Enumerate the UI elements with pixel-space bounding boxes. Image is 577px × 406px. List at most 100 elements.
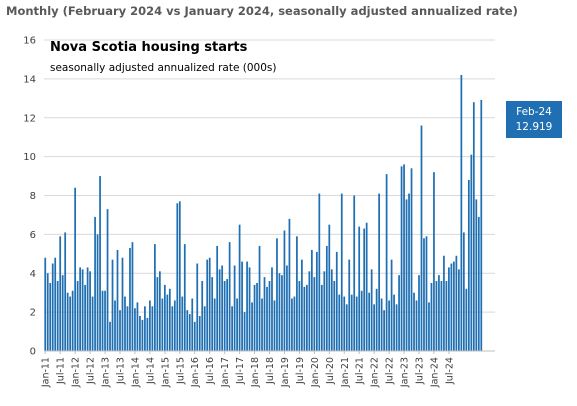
bar <box>89 271 91 351</box>
bar <box>91 296 94 351</box>
chart-title: Nova Scotia housing starts <box>50 40 248 55</box>
bar <box>193 321 196 351</box>
bar <box>315 251 318 351</box>
y-tick-label: 10 <box>23 152 36 163</box>
bar <box>438 275 440 351</box>
bar <box>465 288 468 351</box>
gridlines <box>44 39 495 313</box>
bar <box>353 195 356 351</box>
bar <box>368 292 371 351</box>
bar <box>54 257 57 351</box>
bar <box>453 261 455 351</box>
bar <box>74 187 77 351</box>
bar <box>71 290 74 351</box>
bar <box>81 269 84 351</box>
bar <box>134 308 136 351</box>
x-tick-label: Jul-23 <box>415 357 426 385</box>
bar <box>211 277 214 351</box>
bar <box>443 255 445 351</box>
bar <box>458 269 460 351</box>
bar <box>318 193 321 351</box>
bar <box>480 99 483 351</box>
bar <box>186 310 189 351</box>
bar <box>154 244 156 351</box>
bar <box>158 271 161 351</box>
bar <box>116 249 119 351</box>
bar <box>425 236 428 351</box>
bar <box>139 316 141 351</box>
y-tick-label: 14 <box>23 74 36 85</box>
bar <box>121 257 124 351</box>
callout-box <box>506 101 562 138</box>
x-tick-label: Jan-17 <box>220 357 231 388</box>
bar <box>119 310 121 351</box>
bar <box>460 74 463 352</box>
bar <box>196 263 199 351</box>
bar <box>59 236 62 351</box>
bar <box>251 302 253 351</box>
bar <box>276 238 278 351</box>
bar <box>306 284 308 351</box>
bar <box>448 267 450 351</box>
y-axis-ticks: 0 2 4 6 8 10 12 14 16 <box>23 36 36 358</box>
x-tick-label: Jan-13 <box>101 357 112 388</box>
bar <box>283 230 286 351</box>
bar <box>236 298 238 351</box>
bar <box>49 282 52 351</box>
bar <box>390 259 393 351</box>
bar <box>477 216 480 351</box>
bar <box>248 267 251 351</box>
bar <box>266 286 268 351</box>
bar <box>261 298 263 351</box>
bar <box>141 319 144 351</box>
bar <box>203 306 206 351</box>
bar <box>400 166 403 351</box>
bar <box>380 298 383 351</box>
bar <box>256 282 258 351</box>
bar <box>156 277 159 351</box>
bar <box>320 284 323 351</box>
chart-frame: 0 2 4 6 8 10 12 14 16 Jan-11 Jul-11 Jan-12 Jul-12 Ja… <box>0 26 577 402</box>
bar <box>66 292 69 351</box>
bar <box>168 288 171 351</box>
bar <box>263 277 266 351</box>
bar <box>345 304 348 351</box>
bar <box>338 294 341 351</box>
bar <box>109 321 111 351</box>
bar <box>398 275 400 351</box>
x-tick-label: Jul-16 <box>205 357 216 385</box>
bar <box>176 203 179 351</box>
bar <box>126 306 129 351</box>
callout-label: Feb-24 <box>516 106 552 118</box>
chart-background <box>0 26 577 402</box>
bar <box>76 281 79 351</box>
y-tick-label: 12 <box>23 113 36 124</box>
bar <box>161 298 164 351</box>
bar <box>246 261 248 351</box>
bar <box>238 224 241 351</box>
bar <box>171 306 174 351</box>
y-tick-label: 0 <box>30 347 36 358</box>
bar <box>124 296 126 351</box>
bar <box>375 288 378 351</box>
bars <box>44 74 483 352</box>
bar <box>253 284 256 351</box>
bar <box>313 277 316 351</box>
bar <box>343 296 346 351</box>
bar <box>370 269 373 351</box>
x-tick-label: Jul-18 <box>265 357 276 385</box>
bar <box>131 242 134 351</box>
bar <box>99 176 101 351</box>
bar <box>358 226 361 351</box>
bar <box>303 286 306 351</box>
bar <box>293 296 296 351</box>
bar <box>405 199 408 351</box>
bar <box>393 294 395 351</box>
bar <box>258 246 261 351</box>
bar <box>298 281 301 351</box>
bar <box>450 263 453 351</box>
bar <box>61 275 64 351</box>
bar <box>111 259 114 351</box>
bar <box>149 300 151 351</box>
bar <box>403 164 405 351</box>
